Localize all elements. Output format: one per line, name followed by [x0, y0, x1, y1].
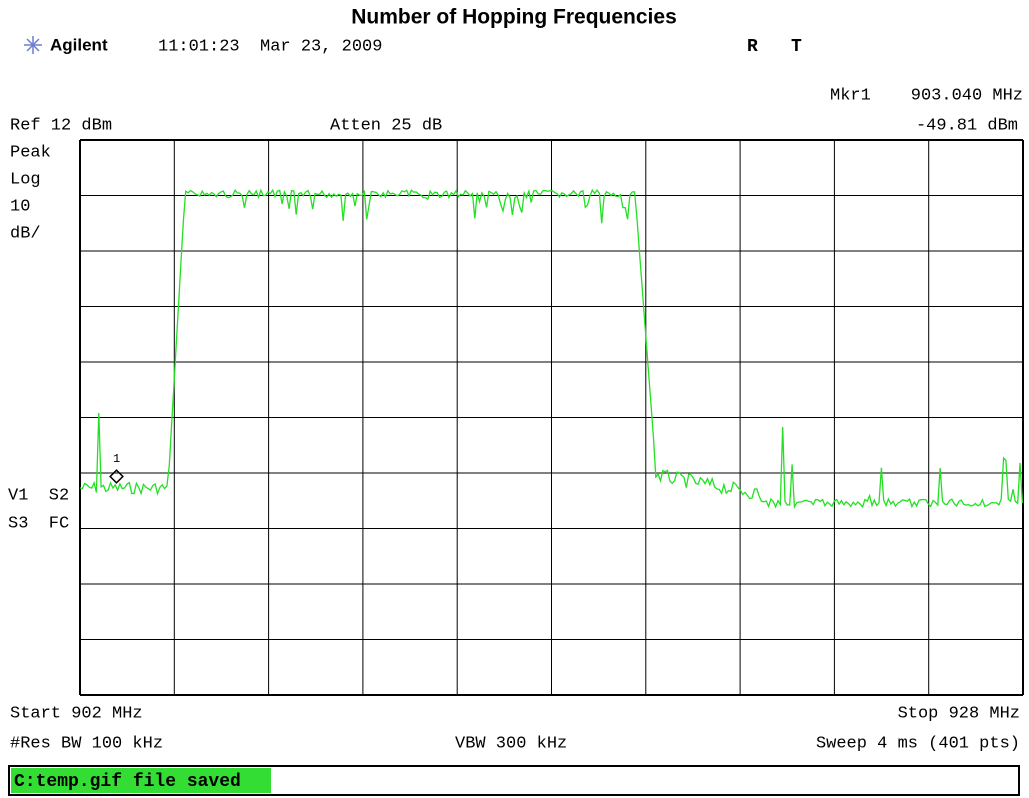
trace: [79, 188, 1024, 510]
flag-t: T: [791, 37, 802, 57]
resolution-bandwidth: #Res BW 100 kHz: [10, 734, 163, 753]
timestamp: 11:01:23 Mar 23, 2009: [158, 37, 382, 56]
marker-frequency: 903.040 MHz: [911, 86, 1023, 105]
stop-frequency: Stop 928 MHz: [898, 704, 1020, 723]
marker-level: -49.81 dBm: [916, 116, 1018, 135]
graticule: [79, 139, 1024, 696]
side-label: S3 FC: [8, 514, 69, 533]
attenuation: Atten 25 dB: [330, 116, 442, 135]
scale-label: Log: [10, 170, 41, 189]
reference-level: Ref 12 dBm: [10, 116, 112, 135]
scale-label: 10: [10, 197, 30, 216]
flag-r: R: [747, 37, 758, 57]
agilent-logo: [24, 36, 42, 54]
title: Number of Hopping Frequencies: [351, 6, 677, 29]
marker-name: Mkr1: [830, 86, 871, 105]
scale-label: dB/: [10, 224, 41, 243]
sweep: Sweep 4 ms (401 pts): [816, 734, 1020, 753]
video-bandwidth: VBW 300 kHz: [455, 734, 567, 753]
status-highlight: [11, 768, 271, 793]
marker: 1: [109, 452, 124, 484]
marker-index: 1: [113, 452, 120, 466]
side-label: V1 S2: [8, 486, 69, 505]
status-message: C:temp.gif file saved: [14, 772, 241, 792]
scale-label: Peak: [10, 143, 51, 162]
brand: Agilent: [50, 35, 108, 54]
start-frequency: Start 902 MHz: [10, 704, 143, 723]
